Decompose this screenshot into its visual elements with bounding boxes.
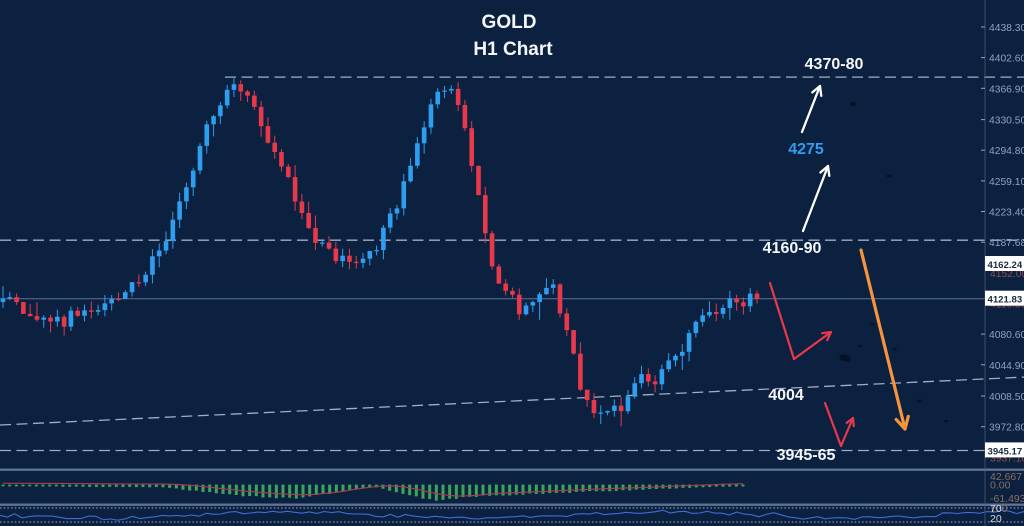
svg-text:4223.40: 4223.40 — [989, 208, 1024, 219]
svg-text:4044.90: 4044.90 — [989, 361, 1024, 372]
svg-text:4008.50: 4008.50 — [989, 392, 1024, 403]
svg-text:4162.24: 4162.24 — [988, 260, 1023, 271]
svg-text:4160-90: 4160-90 — [763, 240, 822, 257]
svg-text:3945.17: 3945.17 — [988, 446, 1023, 457]
svg-text:4275: 4275 — [788, 141, 824, 158]
svg-text:H1 Chart: H1 Chart — [473, 39, 553, 60]
svg-text:4294.80: 4294.80 — [989, 146, 1024, 157]
svg-text:4366.90: 4366.90 — [989, 84, 1024, 95]
svg-text:0.00: 0.00 — [990, 480, 1011, 492]
svg-text:4330.50: 4330.50 — [989, 116, 1024, 127]
svg-text:4080.60: 4080.60 — [989, 330, 1024, 341]
svg-text:3972.80: 3972.80 — [989, 423, 1024, 434]
svg-text:4370-80: 4370-80 — [805, 56, 864, 73]
svg-text:4187.68: 4187.68 — [989, 238, 1024, 249]
svg-text:4438.30: 4438.30 — [989, 23, 1024, 34]
svg-text:4259.10: 4259.10 — [989, 177, 1024, 188]
svg-text:4402.60: 4402.60 — [989, 54, 1024, 65]
svg-text:4004: 4004 — [768, 387, 804, 404]
svg-text:20: 20 — [990, 513, 1002, 525]
svg-text:GOLD: GOLD — [482, 12, 537, 33]
svg-text:4121.83: 4121.83 — [988, 295, 1023, 306]
svg-text:3945-65: 3945-65 — [777, 447, 836, 464]
